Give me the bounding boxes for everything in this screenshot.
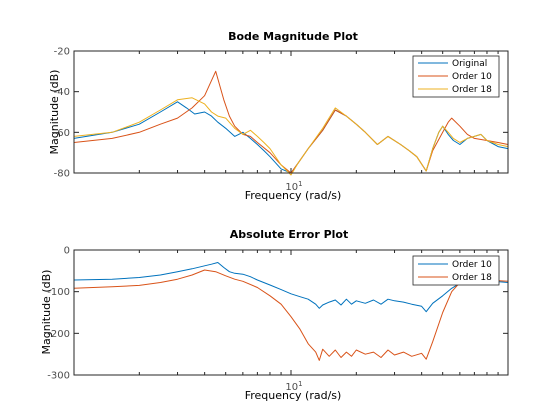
error-plot-title: Absolute Error Plot: [230, 228, 348, 241]
error-legend-label-order10: Order 10: [452, 260, 492, 270]
error-xtick-label-10: 101: [285, 380, 302, 393]
bode-xtick-base: 10: [285, 182, 298, 193]
bode-legend: Original Order 10 Order 18: [412, 55, 500, 98]
error-ytick-label: -200: [47, 329, 70, 340]
error-xtick-base: 10: [285, 382, 298, 393]
error-legend: Order 10 Order 18: [412, 255, 500, 286]
error-legend-label-order18: Order 18: [452, 273, 492, 283]
bode-magnitude-axes: Bode Magnitude Plot -80 -60 -40 -20 101 Fre…: [48, 30, 509, 202]
error-axes-box: [73, 249, 509, 376]
bode-ytick-label: -60: [54, 128, 70, 139]
bode-legend-label-original: Original: [452, 59, 487, 69]
bode-series-lines: [73, 70, 509, 176]
bode-ytick-label: -40: [54, 87, 70, 98]
bode-xtick-label: 101: [285, 180, 302, 193]
error-axes: Absolute Error Plot -300 -200 -100 0 101 Fr…: [40, 228, 509, 402]
error-series-order-10: [73, 262, 509, 313]
bode-legend-label-order18: Order 18: [452, 85, 492, 95]
bode-xlabel: Frequency (rad/s): [245, 189, 342, 202]
error-ytick-labels: -300 -200 -100 0: [47, 246, 70, 382]
bode-xtick-exp: 1: [298, 180, 302, 188]
error-xtick-exp: 1: [298, 380, 302, 388]
bode-ylabel: Magnitude (dB): [48, 70, 61, 155]
error-ytick-label: 0: [64, 246, 70, 257]
error-series-order-18: [73, 269, 509, 361]
error-series-lines: [73, 262, 509, 361]
bode-series-order-10: [73, 70, 509, 174]
bode-ytick-label: -20: [54, 47, 70, 58]
bode-plot-title: Bode Magnitude Plot: [228, 30, 358, 43]
bode-series-order-18: [73, 97, 509, 176]
bode-ytick-label: -80: [54, 169, 70, 180]
error-ylabel: Magnitude (dB): [40, 270, 53, 355]
error-ytick-label: -300: [47, 371, 70, 382]
error-xlabel: Frequency (rad/s): [245, 389, 342, 402]
error-ytick-label: -100: [47, 287, 70, 298]
bode-axes-box: [73, 50, 509, 174]
bode-xtick-label-10: 101: [285, 180, 302, 193]
error-xtick-label: 101: [285, 380, 302, 393]
bode-legend-label-order10: Order 10: [452, 72, 492, 82]
bode-ytick-labels: -80 -60 -40 -20: [54, 47, 70, 180]
error-legend-box: [412, 255, 500, 286]
